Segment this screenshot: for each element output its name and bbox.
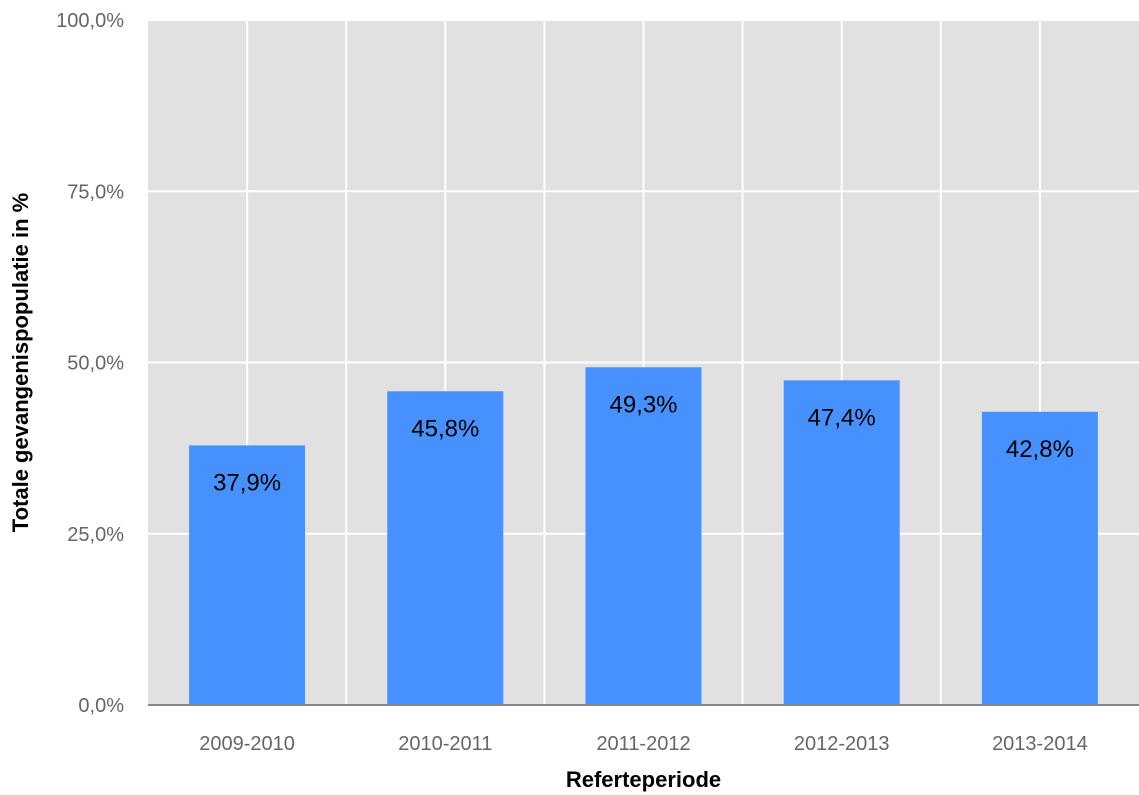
data-label-2010-2011: 45,8% xyxy=(411,415,479,442)
x-axis-tick-labels: 2009-2010 2010-2011 2011-2012 2012-2013 2013… xyxy=(199,733,1087,755)
x-tick-label: 2013-2014 xyxy=(992,733,1088,755)
y-axis-title: Totale gevangenispopulatie in % xyxy=(8,193,33,532)
y-axis-tick-labels: 0,0% 25,0% 50,0% 75,0% 100,0% xyxy=(56,10,124,717)
y-tick-label: 0,0% xyxy=(78,695,124,717)
data-label-2009-2010: 37,9% xyxy=(213,469,281,496)
x-tick-label: 2009-2010 xyxy=(199,733,295,755)
y-tick-label: 100,0% xyxy=(56,10,124,32)
x-tick-label: 2012-2013 xyxy=(794,733,890,755)
data-label-2012-2013: 47,4% xyxy=(808,404,876,431)
x-tick-label: 2010-2011 xyxy=(398,733,492,755)
x-axis-title: Referteperiode xyxy=(566,767,721,792)
data-label-2011-2012: 49,3% xyxy=(609,391,677,418)
y-tick-label: 50,0% xyxy=(67,353,124,375)
x-tick-label: 2011-2012 xyxy=(596,733,690,755)
data-label-2013-2014: 42,8% xyxy=(1006,436,1074,463)
y-tick-label: 25,0% xyxy=(67,524,124,546)
y-tick-label: 75,0% xyxy=(67,181,124,203)
